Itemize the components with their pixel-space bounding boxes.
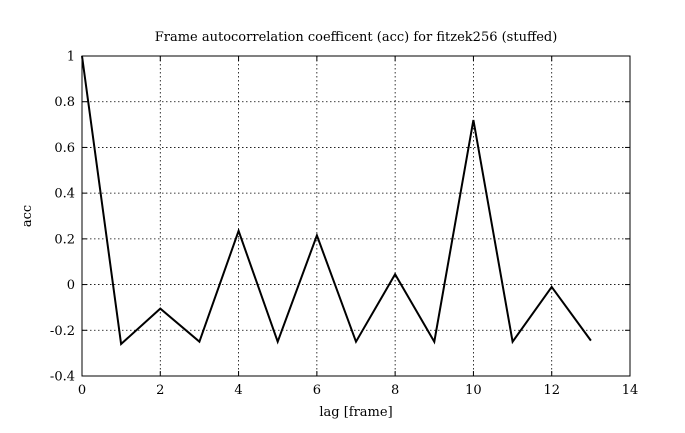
x-axis-label: lag [frame] (319, 405, 392, 420)
acc-series-line (81, 55, 592, 347)
x-tick-label: 14 (622, 383, 639, 398)
y-tick-label: 0.4 (54, 187, 75, 202)
chart-title: Frame autocorrelation coefficent (acc) f… (155, 30, 558, 45)
x-tick-label: 4 (234, 383, 242, 398)
y-tick-label: 1 (67, 50, 75, 65)
x-tick-label: 12 (543, 383, 560, 398)
ticks (81, 55, 631, 377)
y-tick-labels: -0.4 -0.2 0 0.2 0.4 0.6 0.8 1 (50, 50, 75, 385)
y-tick-label: 0 (67, 278, 75, 293)
x-tick-labels: 0 2 4 6 8 10 12 14 (78, 383, 638, 398)
y-axis-label: acc (20, 205, 35, 227)
plot-frame (81, 55, 631, 377)
y-tick-label: -0.4 (50, 370, 75, 385)
y-tick-label: 0.8 (54, 95, 75, 110)
x-tick-label: 2 (156, 383, 164, 398)
x-tick-label: 8 (391, 383, 399, 398)
y-tick-label: -0.2 (50, 324, 75, 339)
series-group (81, 55, 592, 347)
x-tick-label: 10 (465, 383, 482, 398)
x-tick-label: 0 (78, 383, 86, 398)
x-tick-label: 6 (313, 383, 321, 398)
y-tick-label: 0.6 (54, 141, 75, 156)
y-tick-label: 0.2 (54, 232, 75, 247)
grid (82, 56, 630, 376)
